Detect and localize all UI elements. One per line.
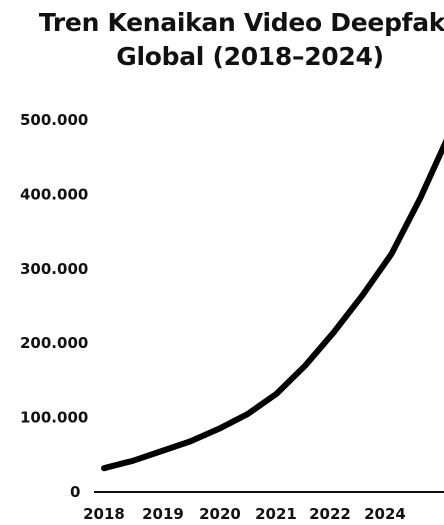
y-tick-label: 200.000 [20,334,88,352]
y-tick-label: 400.000 [20,185,88,203]
x-tick-label: 2021 [255,505,297,523]
x-tick-label: 2024 [364,505,406,523]
y-tick-label: 300.000 [20,260,88,278]
x-axis-ticks: 2018 2019 2020 2021 2022 2024 [83,505,406,523]
y-tick-label: 0 [70,483,80,501]
x-tick-label: 2020 [199,505,241,523]
series-line [101,138,444,472]
y-tick-label: 500.000 [20,111,88,129]
x-tick-label: 2022 [309,505,351,523]
x-tick-label: 2019 [142,505,184,523]
chart-title-line-1: Tren Kenaikan Video Deepfake [38,8,444,37]
x-tick-label: 2018 [83,505,125,523]
y-axis-ticks: 0 100.000 200.000 300.000 400.000 500.000 [20,111,88,501]
chart-title: Tren Kenaikan Video Deepfake Global (201… [0,6,444,74]
y-tick-label: 100.000 [20,409,88,427]
chart-title-line-2: Global (2018–2024) [116,42,384,71]
